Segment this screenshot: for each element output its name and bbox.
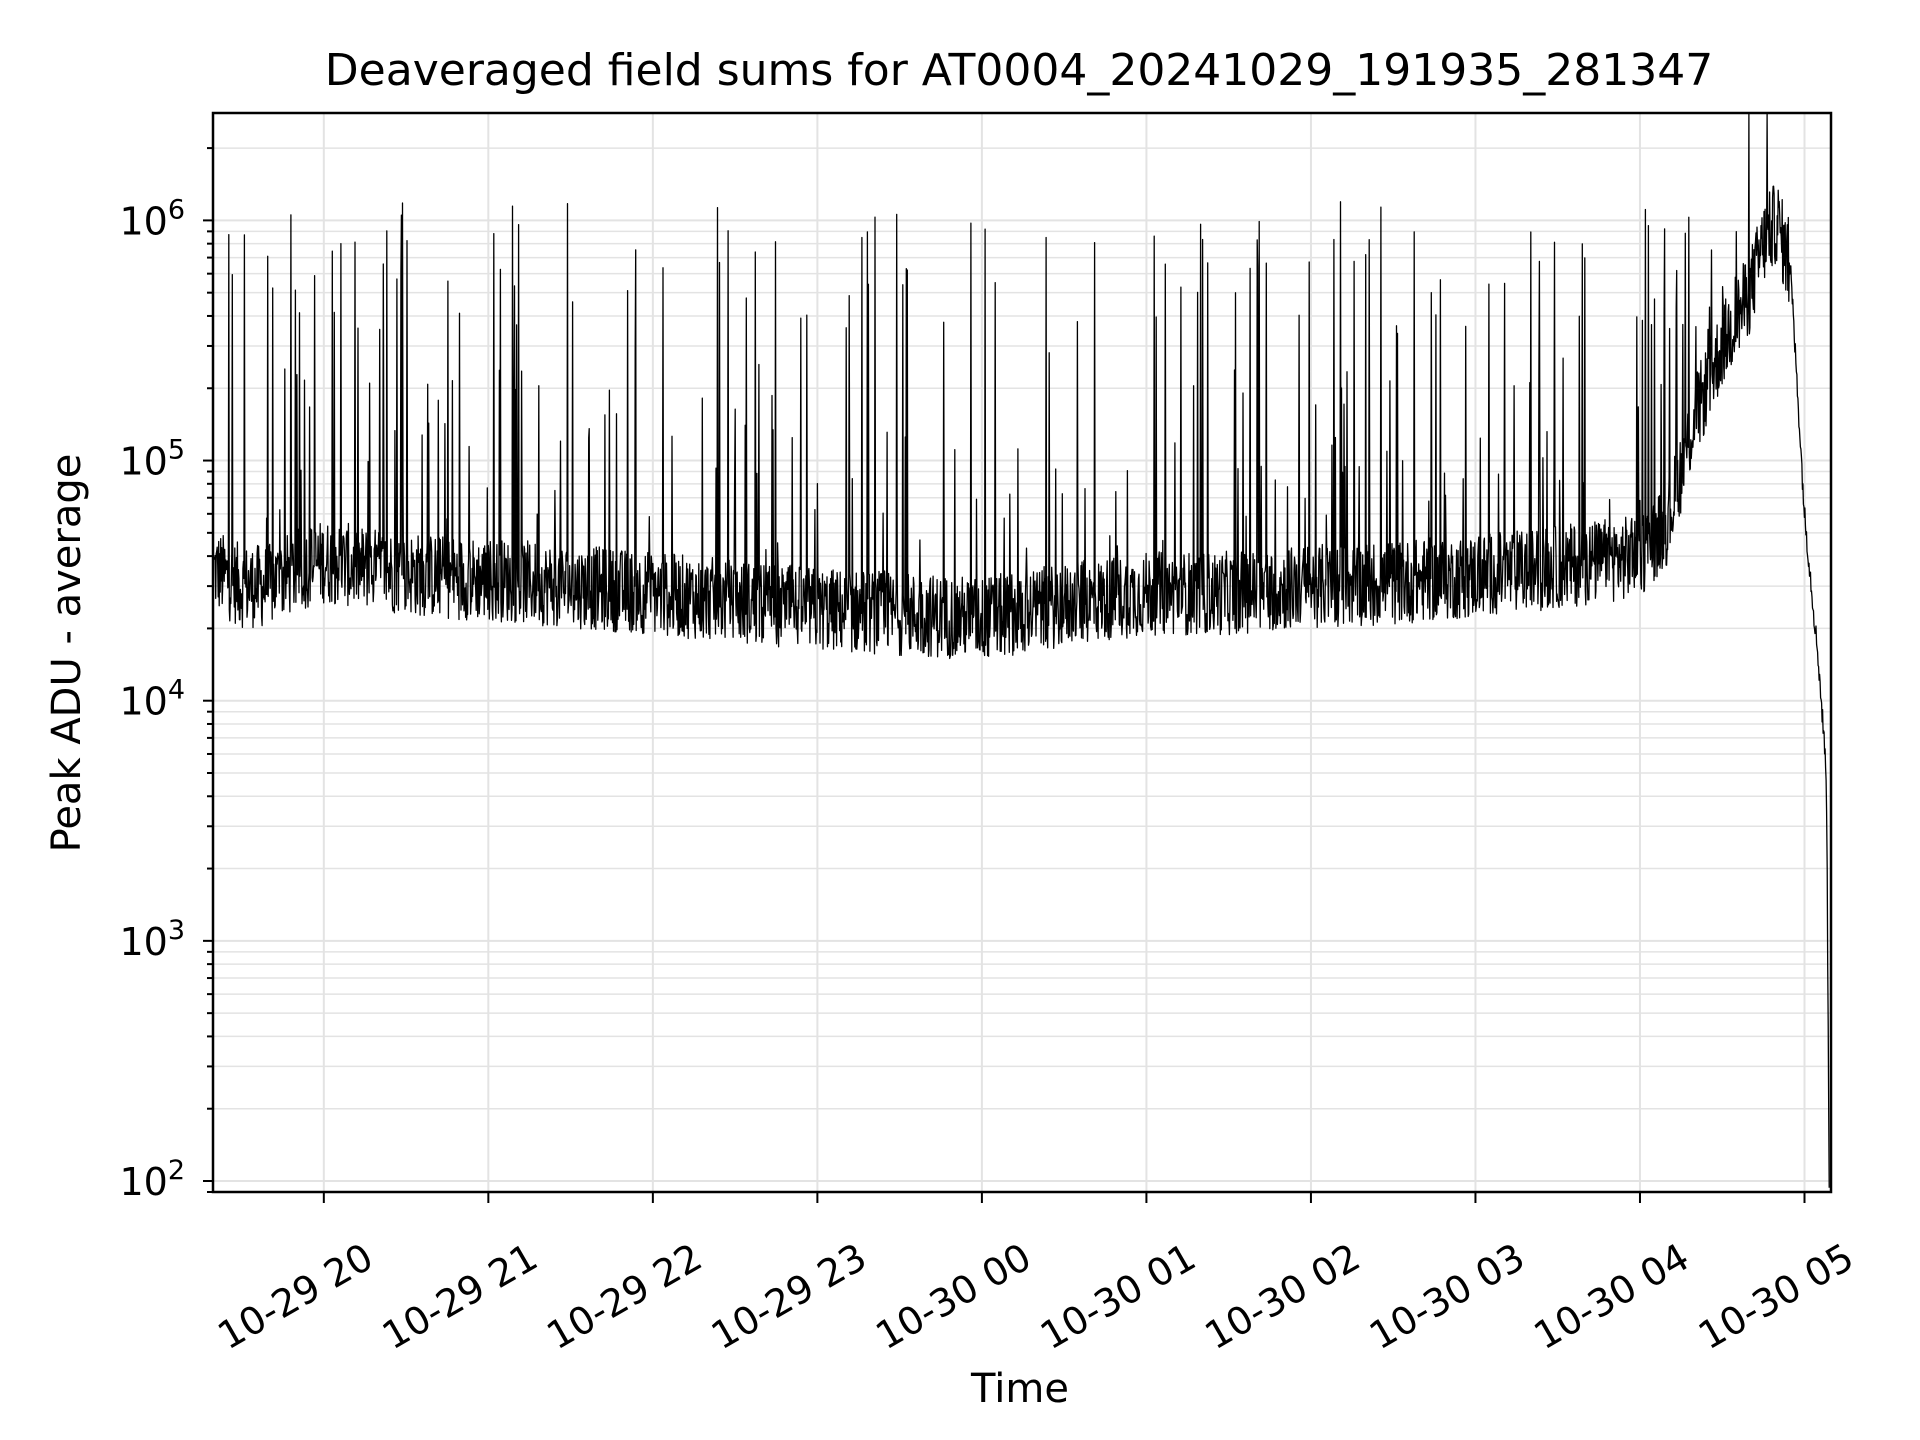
series-line [213,112,1830,1188]
plot-frame [211,111,1833,1194]
y-tick-exponent: 3 [168,915,185,946]
y-tick-exponent: 4 [168,675,185,706]
y-tick-exponent: 6 [168,194,185,225]
y-tick-base: 10 [119,440,167,484]
y-tick-label: 103 [119,915,185,964]
y-tick-base: 10 [119,680,167,724]
y-tick-label: 105 [119,435,185,484]
grid [213,113,1831,1193]
y-tick-label: 104 [119,675,185,724]
y-tick-base: 10 [119,1160,167,1204]
y-tick-exponent: 2 [168,1155,185,1186]
y-tick-label: 106 [119,194,185,243]
y-tick-base: 10 [119,920,167,964]
y-tick-exponent: 5 [168,435,185,466]
data-series [213,112,1830,1188]
y-tick-base: 10 [119,199,167,243]
y-axis-label: Peak ADU - average [44,454,90,853]
chart-title: Deaveraged field sums for AT0004_2024102… [325,45,1713,96]
y-tick-label: 102 [119,1155,185,1204]
x-axis-label: Time [970,1366,1069,1412]
